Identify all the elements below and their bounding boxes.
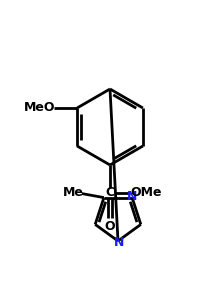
Text: N: N [126, 190, 137, 203]
Text: Me: Me [62, 186, 83, 199]
Text: C: C [105, 186, 114, 199]
Text: OMe: OMe [130, 186, 161, 199]
Text: MeO: MeO [24, 101, 55, 114]
Text: O: O [104, 220, 115, 234]
Text: N: N [113, 235, 124, 248]
